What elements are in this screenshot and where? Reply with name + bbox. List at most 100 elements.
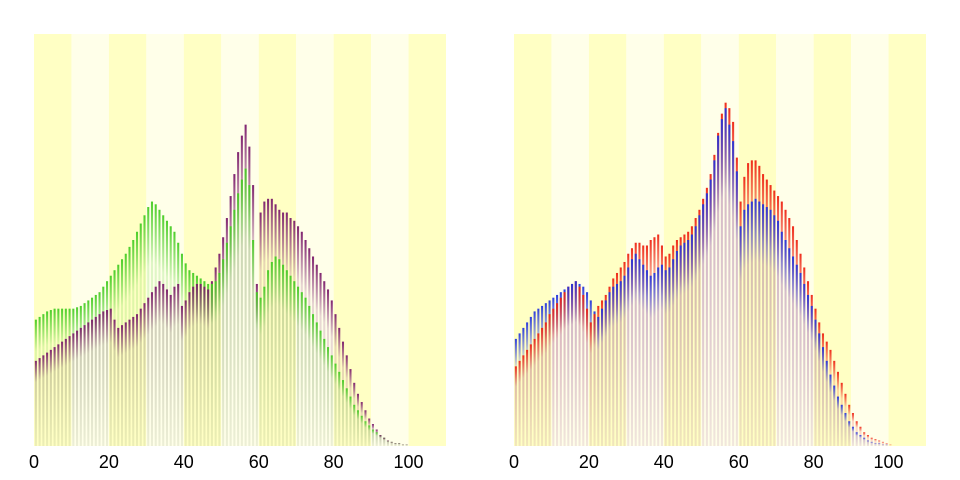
bar-series-2 bbox=[53, 347, 56, 446]
bar-series-2 bbox=[810, 305, 813, 446]
bar-series-1 bbox=[289, 275, 292, 446]
bar-series-2 bbox=[814, 319, 817, 446]
bar-series-2 bbox=[687, 240, 690, 446]
bar-series-1 bbox=[556, 303, 559, 446]
bar-series-1 bbox=[229, 226, 232, 446]
bar-series-2 bbox=[615, 283, 619, 446]
bar-series-2 bbox=[739, 226, 742, 446]
bar-series-2 bbox=[612, 286, 615, 446]
bar-series-2 bbox=[192, 286, 195, 446]
x-tick-label: 20 bbox=[579, 452, 599, 472]
bar-series-2 bbox=[180, 305, 183, 446]
bar-series-2 bbox=[844, 413, 847, 446]
x-tick-label: 40 bbox=[174, 452, 194, 472]
bar-series-2 bbox=[653, 272, 656, 446]
bar-series-2 bbox=[795, 264, 798, 446]
bar-series-2 bbox=[169, 294, 172, 446]
bar-series-2 bbox=[840, 404, 843, 446]
bar-series-1 bbox=[304, 297, 307, 446]
bar-series-1 bbox=[233, 209, 236, 446]
bar-series-2 bbox=[788, 248, 791, 446]
bar-series-1 bbox=[518, 360, 521, 446]
bar-series-1 bbox=[356, 410, 360, 446]
bar-series-1 bbox=[319, 330, 322, 446]
bar-series-2 bbox=[619, 281, 622, 446]
bar-series-1 bbox=[338, 371, 341, 446]
bar-series-2 bbox=[390, 441, 393, 446]
bar-series-2 bbox=[821, 347, 825, 446]
bar-series-1 bbox=[218, 272, 221, 446]
bar-series-2 bbox=[713, 160, 716, 446]
x-tick-label: 100 bbox=[874, 452, 904, 472]
bar-series-2 bbox=[754, 198, 757, 446]
bar-series-1 bbox=[578, 286, 581, 446]
x-tick-label: 0 bbox=[509, 452, 519, 472]
bar-series-1 bbox=[270, 261, 273, 446]
bar-series-1 bbox=[881, 441, 884, 446]
bar-series-1 bbox=[267, 270, 270, 446]
bar-series-2 bbox=[398, 443, 401, 446]
chart-panel-2: 0 20 40 60 80 100 bbox=[509, 34, 926, 472]
bar-series-2 bbox=[683, 242, 686, 446]
bar-series-2 bbox=[780, 231, 783, 446]
bar-series-1 bbox=[563, 292, 566, 446]
bar-series-2 bbox=[165, 289, 168, 446]
bar-series-1 bbox=[263, 286, 266, 446]
bar-series-1 bbox=[341, 380, 345, 446]
bar-series-1 bbox=[533, 338, 536, 446]
bar-series-1 bbox=[308, 305, 311, 446]
bar-series-1 bbox=[360, 415, 363, 446]
bar-series-2 bbox=[98, 314, 101, 446]
bar-series-1 bbox=[364, 421, 367, 446]
bar-series-1 bbox=[586, 308, 589, 446]
bar-series-2 bbox=[405, 444, 408, 446]
bar-series-2 bbox=[49, 349, 52, 446]
bar-series-2 bbox=[150, 292, 154, 446]
bar-series-1 bbox=[529, 344, 532, 446]
bar-series-2 bbox=[851, 426, 854, 446]
bar-series-1 bbox=[544, 322, 547, 446]
bar-series-2 bbox=[881, 444, 884, 446]
bar-series-1 bbox=[866, 435, 869, 446]
bar-series-1 bbox=[282, 264, 285, 446]
bar-series-1 bbox=[541, 327, 544, 446]
bar-series-2 bbox=[177, 283, 180, 446]
bar-series-2 bbox=[383, 437, 386, 446]
bar-series-2 bbox=[750, 201, 753, 446]
bar-series-2 bbox=[758, 201, 761, 446]
bar-series-2 bbox=[664, 270, 667, 446]
bar-series-2 bbox=[188, 292, 191, 446]
bar-series-2 bbox=[769, 209, 772, 446]
background-band bbox=[371, 34, 409, 446]
x-tick-label: 0 bbox=[29, 452, 39, 472]
bar-series-2 bbox=[818, 333, 821, 446]
bar-series-2 bbox=[863, 437, 866, 446]
bar-series-1 bbox=[330, 355, 333, 446]
bar-series-2 bbox=[698, 215, 701, 446]
bar-series-1 bbox=[326, 347, 330, 446]
bar-series-2 bbox=[870, 441, 873, 446]
bar-series-2 bbox=[709, 179, 712, 446]
bar-series-1 bbox=[225, 242, 228, 446]
bar-series-2 bbox=[113, 319, 116, 446]
bar-series-2 bbox=[829, 374, 832, 446]
bar-series-1 bbox=[293, 281, 296, 446]
bar-series-2 bbox=[672, 259, 675, 446]
bar-series-1 bbox=[874, 439, 877, 446]
bar-series-2 bbox=[162, 283, 165, 446]
bar-series-1 bbox=[522, 355, 525, 446]
bar-series-1 bbox=[537, 333, 540, 446]
bar-series-2 bbox=[784, 240, 787, 446]
bar-series-2 bbox=[124, 322, 127, 446]
x-tick-label: 40 bbox=[654, 452, 674, 472]
bar-series-1 bbox=[278, 259, 281, 446]
bar-series-1 bbox=[214, 281, 217, 446]
bar-series-2 bbox=[64, 338, 67, 446]
bar-series-1 bbox=[334, 363, 337, 446]
bar-series-2 bbox=[638, 259, 641, 446]
bar-series-2 bbox=[109, 308, 112, 446]
bar-series-2 bbox=[848, 421, 851, 446]
bar-series-1 bbox=[248, 185, 251, 446]
bar-series-2 bbox=[866, 440, 869, 446]
